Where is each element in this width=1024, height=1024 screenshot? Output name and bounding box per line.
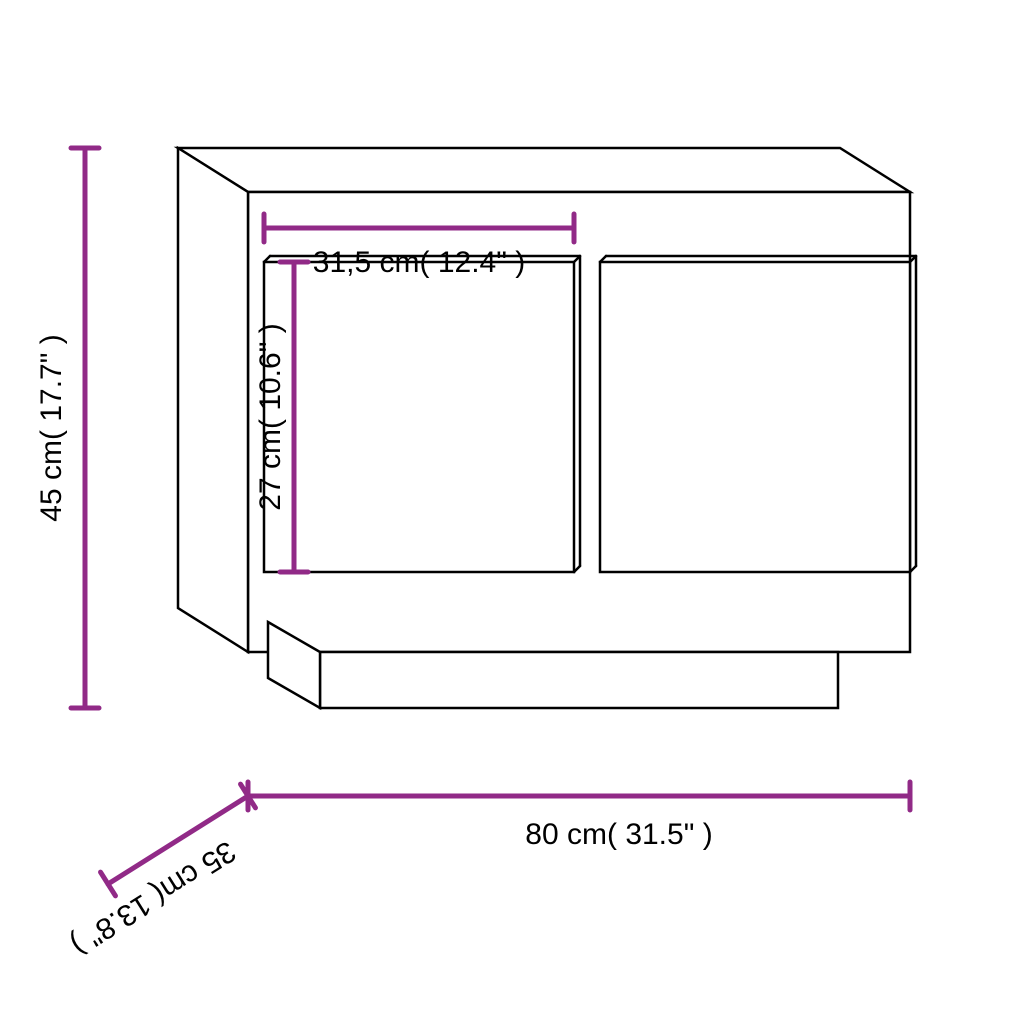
svg-text:31,5 cm( 12.4" ): 31,5 cm( 12.4" ) <box>313 246 525 279</box>
product-line-drawing <box>178 148 916 708</box>
svg-text:27 cm( 10.6" ): 27 cm( 10.6" ) <box>254 323 287 510</box>
svg-text:80 cm( 31.5" ): 80 cm( 31.5" ) <box>525 818 712 851</box>
svg-text:45 cm( 17.7" ): 45 cm( 17.7" ) <box>35 334 68 521</box>
